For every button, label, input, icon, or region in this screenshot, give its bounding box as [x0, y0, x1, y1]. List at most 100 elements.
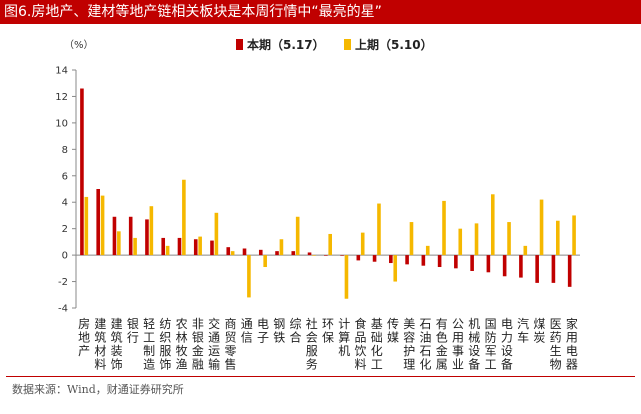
category-char: 电 [501, 317, 513, 331]
bar-current [128, 216, 133, 256]
category-char: 地 [78, 331, 90, 345]
category-label: 钢铁 [273, 317, 285, 345]
bar-previous [458, 228, 463, 256]
category-char: 有 [436, 317, 448, 331]
category-char: 饰 [159, 358, 171, 372]
bar-previous [230, 251, 235, 256]
bar-chart: （%） 本期（5.17） 上期（5.10） -4 -2 0 2 4 6 8 10 12 14 房地产… [55, 37, 580, 372]
category-char: 工 [371, 358, 383, 372]
category-char: 业 [452, 358, 464, 372]
bar-current [324, 255, 328, 256]
category-char: 美 [403, 317, 415, 331]
bar-current [193, 239, 198, 256]
legend: 本期（5.17） 上期（5.10） [236, 37, 433, 52]
bar-current [486, 255, 491, 273]
bar-previous [409, 222, 414, 256]
category-char: 运 [208, 344, 220, 358]
category-char: 基 [371, 317, 383, 331]
category-char: 合 [289, 330, 301, 345]
bar-current [242, 248, 247, 256]
bar-current [80, 88, 84, 256]
y-tick-label: 0 [62, 251, 68, 262]
category-char: 事 [452, 344, 464, 358]
bar-previous [182, 179, 186, 256]
category-char: 食 [355, 316, 367, 331]
legend-swatch [236, 39, 243, 50]
category-char: 饰 [111, 358, 123, 372]
bar-previous [295, 216, 300, 256]
category-char: 零 [224, 344, 236, 358]
category-char: 铁 [273, 331, 285, 345]
category-char: 础 [371, 331, 383, 345]
category-char: 筑 [111, 330, 123, 345]
category-char: 建 [94, 317, 106, 331]
category-char: 军 [485, 344, 497, 358]
category-char: 料 [94, 358, 106, 372]
category-char: 算 [338, 330, 350, 345]
category-char: 输 [208, 357, 220, 372]
category-char: 备 [501, 358, 513, 372]
bar-previous [490, 194, 495, 256]
category-char: 通 [241, 317, 253, 331]
category-char: 石 [420, 344, 432, 358]
category-char: 机 [468, 317, 480, 331]
category-char: 行 [127, 331, 139, 345]
bar-previous [133, 237, 137, 256]
bar-current [275, 251, 279, 256]
category-char: 用 [452, 331, 464, 345]
y-axis: -4 -2 0 2 4 6 8 10 12 14 [55, 66, 580, 315]
bar-previous [360, 232, 365, 256]
category-char: 渔 [176, 358, 188, 372]
y-tick-label: -2 [58, 277, 68, 288]
bar-current [470, 255, 474, 271]
category-char: 械 [468, 330, 480, 345]
category-char: 备 [468, 358, 480, 372]
category-label: 电子 [257, 317, 269, 345]
bar-current [519, 255, 523, 278]
category-char: 金 [436, 343, 448, 358]
category-char: 化 [420, 358, 432, 372]
y-tick-label: 12 [55, 92, 68, 103]
category-char: 会 [306, 331, 318, 345]
category-char: 药 [550, 331, 562, 345]
category-char: 工 [143, 331, 155, 345]
bar-previous [328, 233, 332, 256]
y-tick-label: -4 [58, 304, 68, 315]
category-char: 通 [208, 331, 220, 345]
y-tick-label: 6 [62, 171, 68, 182]
category-char: 煤 [533, 317, 545, 331]
source-note: 数据来源：Wind，财通证券研究所 [12, 383, 184, 396]
category-char: 设 [468, 344, 480, 358]
bar-previous [165, 245, 170, 256]
bar-previous [474, 223, 479, 256]
category-char: 化 [371, 344, 383, 358]
category-char: 钢 [273, 317, 285, 331]
bar-previous [279, 239, 284, 256]
bar-current [535, 255, 539, 283]
category-char: 建 [111, 317, 123, 331]
category-char: 理 [403, 358, 415, 372]
category-char: 电 [257, 317, 269, 331]
category-char: 林 [176, 331, 188, 345]
category-char: 信 [241, 331, 253, 345]
category-char: 工 [485, 358, 497, 372]
category-char: 护 [403, 344, 415, 358]
category-char: 保 [322, 331, 334, 345]
category-char: 织 [159, 331, 171, 345]
category-char: 贸 [224, 331, 236, 345]
category-char: 环 [322, 317, 334, 331]
category-char: 交 [208, 316, 220, 331]
y-tick-label: 14 [55, 66, 68, 77]
bar-current [421, 255, 426, 266]
category-char: 设 [501, 344, 513, 358]
category-char: 石 [420, 317, 432, 331]
